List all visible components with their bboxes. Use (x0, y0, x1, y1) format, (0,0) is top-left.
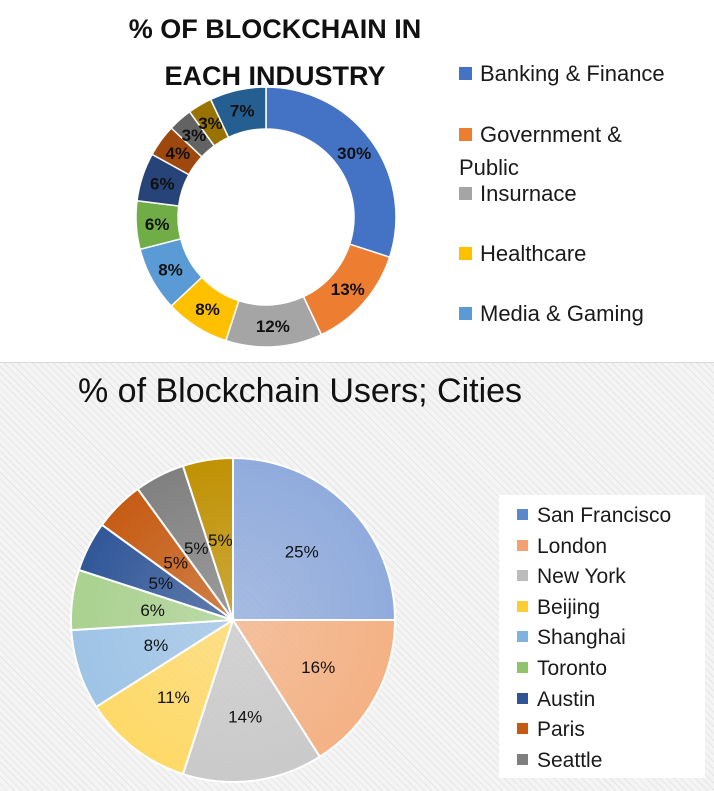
pie-legend-item: New York (517, 562, 626, 592)
pie-data-label: 5% (163, 554, 188, 573)
legend-swatch (517, 692, 528, 704)
legend-swatch (459, 127, 472, 141)
legend-label: Seattle (537, 749, 603, 772)
legend-swatch (517, 630, 528, 642)
donut-data-label: 8% (158, 261, 183, 280)
pie-slice (181, 617, 322, 783)
pie-data-label: 6% (140, 601, 165, 620)
pie-data-label: 5% (149, 574, 174, 593)
pie-data-label: 8% (144, 636, 169, 655)
donut-data-label: 4% (166, 144, 191, 163)
pie-legend-item: San Francisco (517, 501, 671, 531)
pie-legend-item: Paris (517, 715, 585, 745)
legend-swatch (517, 569, 528, 581)
pie-legend-item: Austin (517, 685, 595, 715)
pie-data-label: 5% (184, 539, 209, 558)
legend-label: Paris (537, 718, 585, 741)
legend-swatch (459, 66, 472, 80)
donut-legend-item: Healthcare (459, 238, 586, 270)
pie-chart-title: % of Blockchain Users; Cities (78, 372, 523, 410)
pie-slice (231, 619, 397, 759)
legend-label: Healthcare (480, 241, 587, 266)
donut-data-label: 12% (256, 317, 290, 336)
legend-swatch (517, 722, 528, 734)
donut-data-label: 3% (182, 126, 207, 145)
legend-label: Media & Gaming (480, 301, 644, 326)
legend-swatch (517, 600, 528, 612)
legend-swatch (517, 539, 528, 551)
pie-legend-item: Toronto (517, 654, 607, 684)
legend-swatch (459, 246, 472, 260)
legend-label: San Francisco (537, 504, 672, 527)
donut-chart-legend: Banking & Finance Government & Public In… (447, 46, 714, 351)
legend-label: Shanghai (537, 626, 626, 649)
donut-legend-item: Media & Gaming (459, 298, 644, 330)
legend-label: Austin (537, 688, 596, 711)
legend-label: London (537, 535, 608, 558)
donut-data-label: 6% (145, 215, 170, 234)
legend-swatch (517, 508, 528, 520)
legend-label: Government & Public (459, 122, 622, 180)
donut-legend-item: Government & Public (459, 118, 659, 184)
pie-data-label: 14% (228, 707, 262, 726)
donut-data-label: 30% (337, 144, 371, 163)
donut-slice (265, 86, 397, 259)
pie-data-label: 5% (208, 531, 233, 550)
pie-legend-item: Shanghai (517, 623, 626, 653)
donut-slice (209, 86, 267, 139)
pie-data-label: 11% (157, 688, 190, 707)
donut-chart-title: % OF BLOCKCHAIN IN EACH INDUSTRY (128, 14, 422, 91)
donut-data-label: 8% (195, 300, 220, 319)
donut-data-label: 7% (230, 102, 255, 121)
donut-legend-item: Insurnace (459, 178, 577, 210)
pie-legend-item: London (517, 532, 607, 562)
pie-data-label: 25% (285, 542, 319, 561)
legend-swatch (459, 306, 472, 320)
pie-legend-item: Seattle (517, 746, 602, 776)
legend-label: Beijing (537, 596, 601, 619)
legend-label: New York (537, 565, 626, 588)
legend-swatch (517, 661, 528, 673)
legend-label: Banking & Finance (480, 61, 665, 86)
donut-legend-item: Banking & Finance (459, 58, 665, 90)
donut-data-label: 13% (331, 280, 365, 299)
pie-data-label: 16% (301, 658, 335, 677)
pie-slice (181, 456, 234, 621)
donut-data-label: 3% (198, 114, 223, 133)
pie-slice (232, 456, 397, 621)
pie-slice (94, 617, 235, 776)
legend-label: Toronto (537, 657, 608, 680)
legend-swatch (459, 186, 472, 200)
pie-chart-legend: San Francisco London New York Beijing Sh… (499, 495, 705, 778)
pie-legend-item: Beijing (517, 593, 600, 623)
legend-swatch (517, 753, 528, 765)
legend-label: Insurnace (480, 181, 577, 206)
donut-data-label: 6% (150, 174, 175, 193)
